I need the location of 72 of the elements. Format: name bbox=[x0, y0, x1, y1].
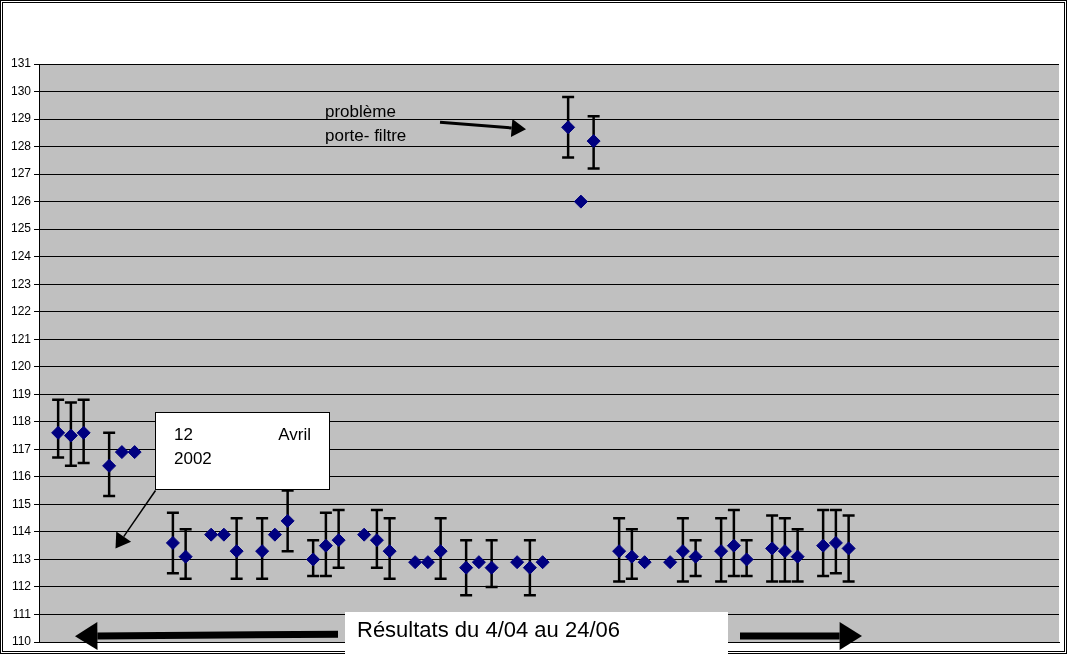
y-tick-label: 122 bbox=[10, 304, 32, 319]
y-tick-label: 129 bbox=[10, 111, 32, 126]
text-box: 12 Avril 2002 bbox=[155, 412, 330, 490]
point bbox=[280, 513, 295, 528]
y-tick-label: 126 bbox=[10, 193, 32, 208]
point bbox=[408, 555, 423, 570]
point bbox=[765, 541, 780, 556]
point bbox=[535, 555, 550, 570]
point bbox=[522, 560, 537, 575]
text-box: Résultats du 4/04 au 24/06 bbox=[345, 612, 728, 654]
point bbox=[318, 538, 333, 553]
point bbox=[255, 544, 270, 559]
y-tick-label: 110 bbox=[11, 634, 32, 649]
point bbox=[267, 527, 282, 542]
point bbox=[102, 458, 117, 473]
y-tick-label: 128 bbox=[10, 138, 32, 153]
point bbox=[178, 549, 193, 564]
point bbox=[790, 549, 805, 564]
point bbox=[828, 535, 843, 550]
point bbox=[510, 555, 525, 570]
y-tick-label: 116 bbox=[11, 469, 32, 484]
y-tick-label: 114 bbox=[11, 524, 32, 539]
point bbox=[63, 428, 78, 443]
y-tick-label: 120 bbox=[10, 359, 32, 374]
y-tick-label: 130 bbox=[10, 83, 32, 98]
point bbox=[624, 549, 639, 564]
point bbox=[420, 555, 435, 570]
point bbox=[561, 120, 576, 135]
point bbox=[382, 544, 397, 559]
y-tick-label: 111 bbox=[12, 606, 32, 621]
point bbox=[229, 544, 244, 559]
y-tick-label: 131 bbox=[10, 56, 32, 71]
point bbox=[777, 544, 792, 559]
point bbox=[433, 544, 448, 559]
point bbox=[471, 555, 486, 570]
point bbox=[714, 544, 729, 559]
point bbox=[586, 134, 601, 149]
point bbox=[165, 535, 180, 550]
point bbox=[816, 538, 831, 553]
point bbox=[331, 533, 346, 548]
point bbox=[216, 527, 231, 542]
y-tick-label: 118 bbox=[11, 414, 32, 429]
point bbox=[637, 555, 652, 570]
y-tick-label: 119 bbox=[11, 386, 32, 401]
point bbox=[841, 541, 856, 556]
y-tick-label: 117 bbox=[11, 441, 32, 456]
point bbox=[51, 425, 66, 440]
y-tick-label: 113 bbox=[11, 551, 32, 566]
point bbox=[369, 533, 384, 548]
point bbox=[675, 544, 690, 559]
point bbox=[739, 552, 754, 567]
y-tick-label: 121 bbox=[10, 331, 32, 346]
point bbox=[357, 527, 372, 542]
point bbox=[306, 552, 321, 567]
y-tick-label: 123 bbox=[10, 276, 32, 291]
point bbox=[688, 549, 703, 564]
point bbox=[612, 544, 627, 559]
point bbox=[127, 445, 142, 460]
point bbox=[663, 555, 678, 570]
y-tick-label: 124 bbox=[10, 248, 32, 263]
point bbox=[76, 425, 91, 440]
annotation: problème porte- filtre bbox=[325, 101, 408, 147]
point bbox=[573, 194, 588, 209]
point bbox=[726, 538, 741, 553]
point bbox=[204, 527, 219, 542]
y-tick-label: 125 bbox=[10, 221, 32, 236]
point bbox=[459, 560, 474, 575]
y-tick-label: 127 bbox=[10, 166, 32, 181]
y-tick-label: 112 bbox=[11, 579, 32, 594]
y-tick-label: 115 bbox=[11, 496, 32, 511]
point bbox=[484, 560, 499, 575]
point bbox=[114, 445, 129, 460]
